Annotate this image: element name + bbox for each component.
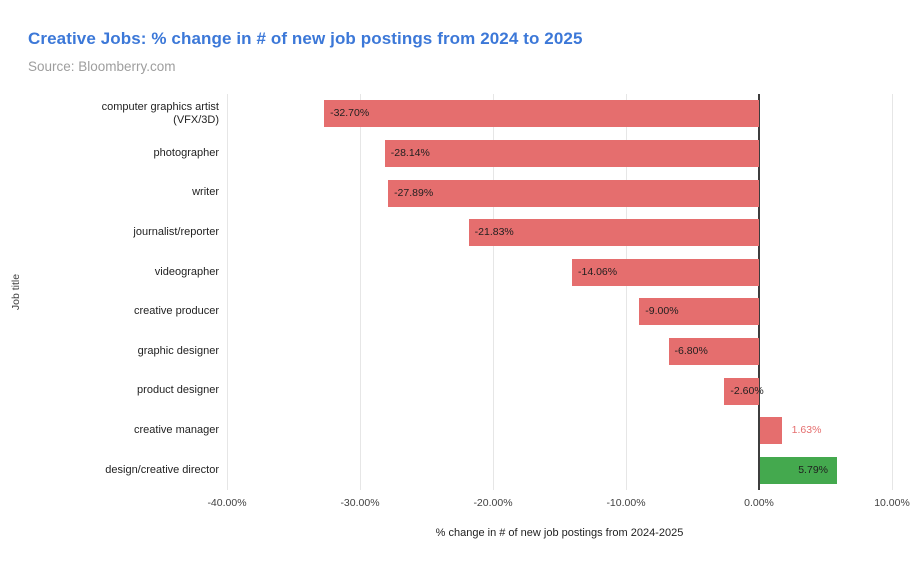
category-label: graphic designer	[137, 344, 219, 357]
bar	[384, 139, 759, 167]
bar-value-label: -14.06%	[578, 265, 618, 278]
bar	[760, 456, 837, 484]
bar	[760, 417, 782, 445]
x-tick-label: -20.00%	[473, 497, 513, 509]
x-tick-label: -40.00%	[207, 497, 247, 509]
bar	[388, 179, 759, 207]
x-gridline	[492, 94, 494, 490]
category-label: creative producer	[134, 305, 219, 318]
bar-value-label: -6.80%	[674, 344, 708, 357]
category-label: photographer	[153, 146, 219, 159]
bar-value-label: -21.83%	[474, 226, 514, 239]
bar	[639, 298, 759, 326]
zero-axis-line	[758, 94, 760, 490]
bar	[668, 337, 759, 365]
x-tick-label: 10.00%	[874, 497, 910, 509]
category-label: creative manager	[134, 424, 219, 437]
category-label: videographer	[154, 265, 219, 278]
x-gridline	[226, 94, 228, 490]
x-gridline	[891, 94, 893, 490]
x-tick-label: 0.00%	[744, 497, 774, 509]
category-label: design/creative director	[105, 463, 219, 476]
category-label: journalist/reporter	[133, 226, 219, 239]
x-tick-label: -30.00%	[340, 497, 380, 509]
chart-source: Source: Bloomberry.com	[28, 59, 176, 74]
bar	[572, 258, 759, 286]
bar-value-label: 1.63%	[791, 424, 822, 437]
category-label: computer graphics artist (VFX/3D)	[101, 100, 219, 126]
bar-value-label: 5.79%	[798, 463, 828, 476]
chart-title: Creative Jobs: % change in # of new job …	[28, 29, 583, 48]
category-label: writer	[192, 186, 219, 199]
y-axis-title: Job title	[10, 273, 22, 311]
category-label: product designer	[137, 384, 219, 397]
bar-value-label: -32.70%	[330, 107, 370, 120]
bar-value-label: -28.14%	[390, 146, 430, 159]
bar-value-label: -9.00%	[645, 305, 679, 318]
bar-value-label: -27.89%	[394, 186, 434, 199]
bar	[324, 100, 759, 128]
x-axis-title: % change in # of new job postings from 2…	[435, 527, 684, 539]
x-tick-label: -10.00%	[606, 497, 646, 509]
bar-value-label: -2.60%	[730, 384, 764, 397]
x-gridline	[625, 94, 627, 490]
bar	[468, 219, 759, 247]
bar	[724, 377, 759, 405]
x-gridline	[359, 94, 361, 490]
